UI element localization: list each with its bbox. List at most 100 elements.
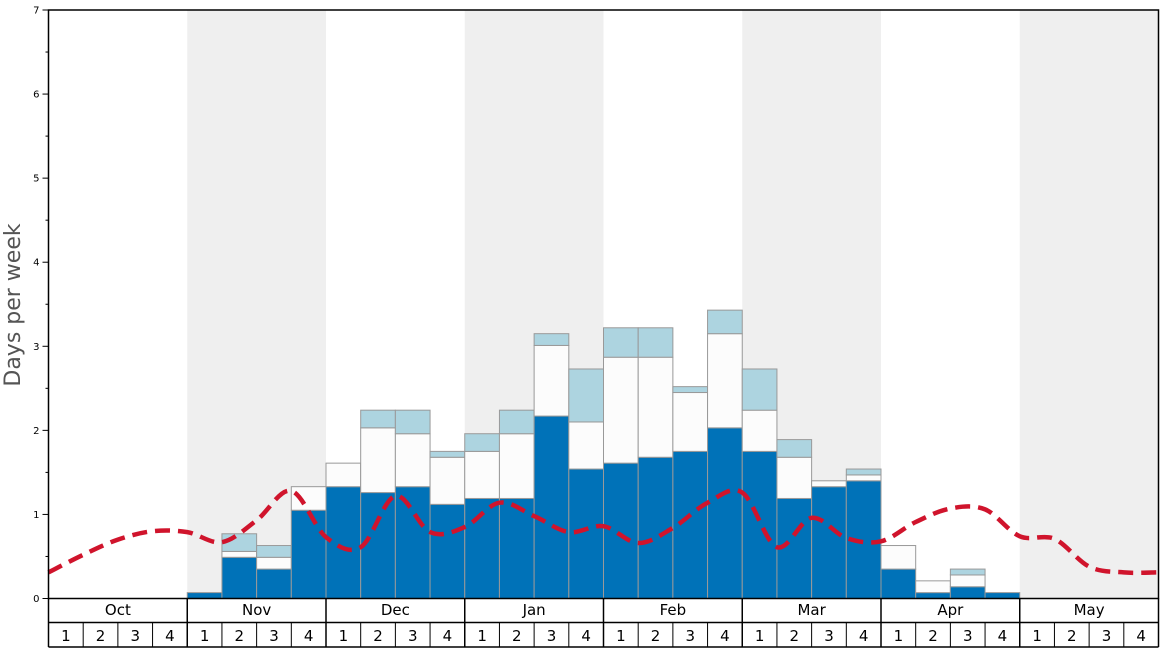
month-shading-layer [187, 10, 1159, 599]
bar-segment-white [603, 356, 639, 464]
week-label: 3 [685, 627, 695, 645]
bar-segment-white [949, 574, 986, 588]
week-label: 4 [1136, 627, 1146, 645]
week-label: 1 [1032, 627, 1042, 645]
bar-segment-dark [186, 592, 223, 599]
bar-segment-white [290, 486, 327, 511]
y-tick-label: 1 [33, 510, 39, 521]
bar-segment-white [707, 333, 743, 429]
bar-segment-white [360, 427, 396, 494]
month-label-dec: Dec [381, 601, 410, 619]
week-label: 3 [824, 627, 834, 645]
average-line-layer [47, 487, 1159, 576]
bar-segment-light [568, 368, 604, 423]
bar-segment-light [256, 545, 292, 558]
bar-segment-light [464, 433, 500, 452]
bar-segment-dark [637, 456, 674, 600]
bar-segment-light [360, 409, 396, 429]
week-label: 2 [96, 627, 106, 645]
bar-segment-dark [568, 468, 604, 599]
bar-segment-dark [498, 497, 535, 599]
week-label: 4 [998, 627, 1008, 645]
week-label: 2 [1067, 627, 1077, 645]
bar-segment-dark [256, 568, 292, 600]
bar-segment-white [672, 392, 709, 452]
bar-segment-light [707, 309, 743, 335]
bar-segment-light [845, 468, 882, 476]
week-label: 2 [790, 627, 800, 645]
bars-layer [186, 309, 1021, 600]
month-label-feb: Feb [660, 601, 687, 619]
bar-segment-dark [603, 462, 639, 599]
week-label: 2 [651, 627, 661, 645]
bar-segment-white [568, 421, 604, 470]
week-label: 3 [269, 627, 279, 645]
month-label-may: May [1074, 601, 1105, 619]
week-label: 1 [200, 627, 210, 645]
week-label: 4 [859, 627, 869, 645]
bar-segment-dark [221, 556, 258, 599]
month-label-jan: Jan [522, 601, 546, 619]
bar-segment-light [533, 333, 570, 346]
bar-segment-light [949, 568, 986, 576]
week-label: 1 [755, 627, 765, 645]
y-axis-title: Days per week [1, 223, 26, 386]
y-tick-label: 3 [33, 342, 39, 353]
bar-segment-dark [290, 509, 327, 600]
week-label: 1 [339, 627, 349, 645]
bar-segment-white [325, 462, 362, 488]
bar-segment-dark [880, 568, 917, 600]
bar-segment-light [672, 386, 709, 394]
bar-segment-dark [394, 486, 431, 599]
week-label: 4 [720, 627, 730, 645]
y-tick-label: 6 [33, 90, 39, 101]
bar-segment-white [498, 433, 535, 499]
week-label: 2 [235, 627, 245, 645]
week-label: 2 [512, 627, 522, 645]
week-label: 1 [894, 627, 904, 645]
bar-segment-dark [915, 592, 951, 599]
bar-segment-white [776, 456, 813, 499]
month-shade-may [1019, 10, 1159, 599]
bar-segment-white [394, 433, 431, 488]
y-tick-label: 5 [33, 174, 39, 185]
bar-segment-dark [741, 450, 778, 599]
bar-segment-white [845, 474, 882, 482]
bar-segment-white [880, 545, 917, 570]
bar-segment-light [741, 368, 778, 411]
bar-segment-white [256, 556, 292, 570]
week-label: 4 [165, 627, 175, 645]
week-label: 2 [928, 627, 938, 645]
bar-segment-white [811, 480, 847, 488]
y-tick-label: 4 [33, 258, 39, 269]
bar-segment-dark [672, 450, 709, 599]
bar-segment-light [394, 409, 431, 435]
bar-segment-dark [429, 503, 466, 599]
week-label: 4 [443, 627, 453, 645]
bar-segment-dark [325, 486, 362, 599]
bar-segment-dark [533, 415, 570, 599]
bar-segment-white [533, 344, 570, 417]
week-label: 1 [61, 627, 71, 645]
week-label: 3 [1102, 627, 1112, 645]
bar-segment-white [741, 409, 778, 452]
bar-segment-white [637, 356, 674, 458]
month-label-apr: Apr [937, 601, 964, 619]
week-label: 3 [130, 627, 140, 645]
week-label: 1 [477, 627, 487, 645]
week-label: 4 [304, 627, 314, 645]
average-line [47, 487, 1159, 576]
week-label: 3 [963, 627, 973, 645]
bar-segment-white [221, 550, 258, 558]
month-label-mar: Mar [797, 601, 826, 619]
bar-segment-light [776, 439, 813, 458]
week-label: 2 [373, 627, 383, 645]
month-label-oct: Oct [105, 601, 131, 619]
y-tick-label: 0 [33, 594, 39, 605]
week-label: 3 [408, 627, 418, 645]
bar-segment-light [637, 327, 674, 358]
bar-segment-white [429, 456, 466, 505]
month-label-nov: Nov [242, 601, 271, 619]
